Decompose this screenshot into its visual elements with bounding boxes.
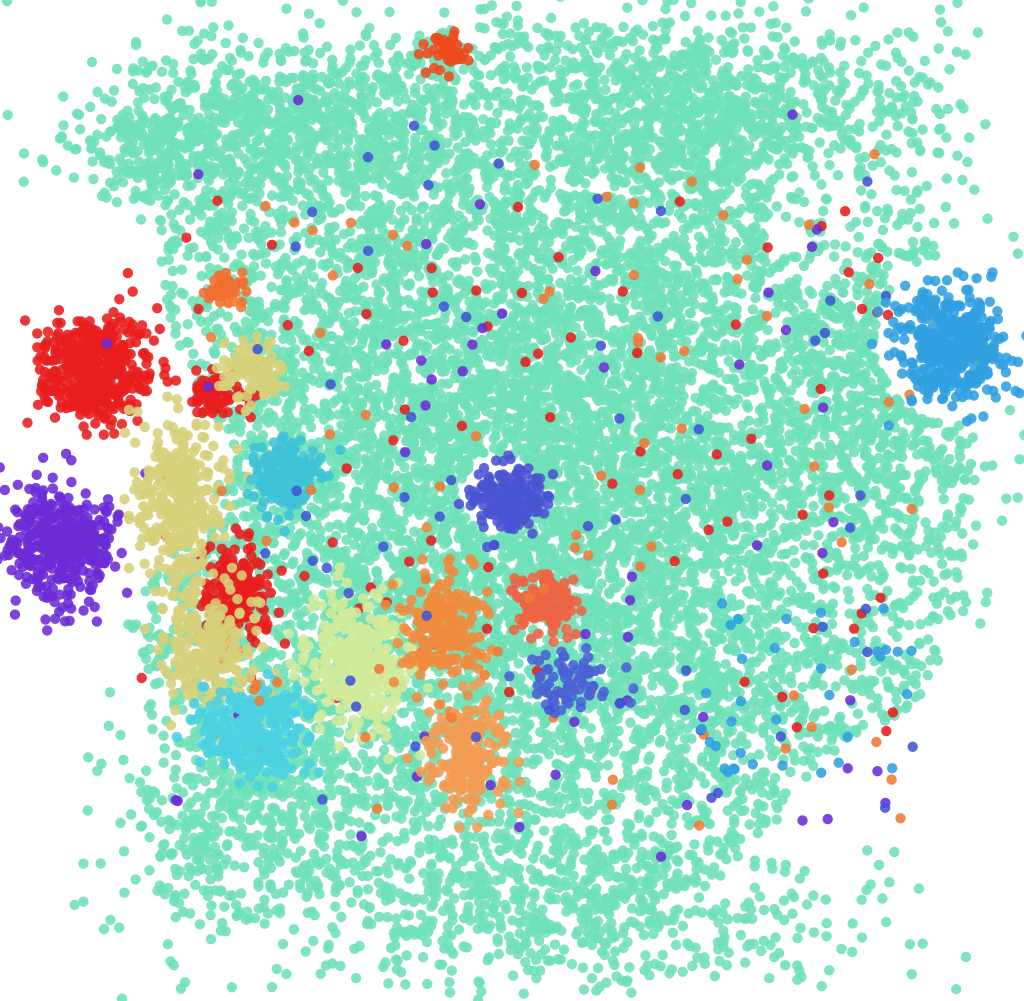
scatter-svg <box>0 0 1024 1001</box>
tsne-scatter-plot <box>0 0 1024 1001</box>
